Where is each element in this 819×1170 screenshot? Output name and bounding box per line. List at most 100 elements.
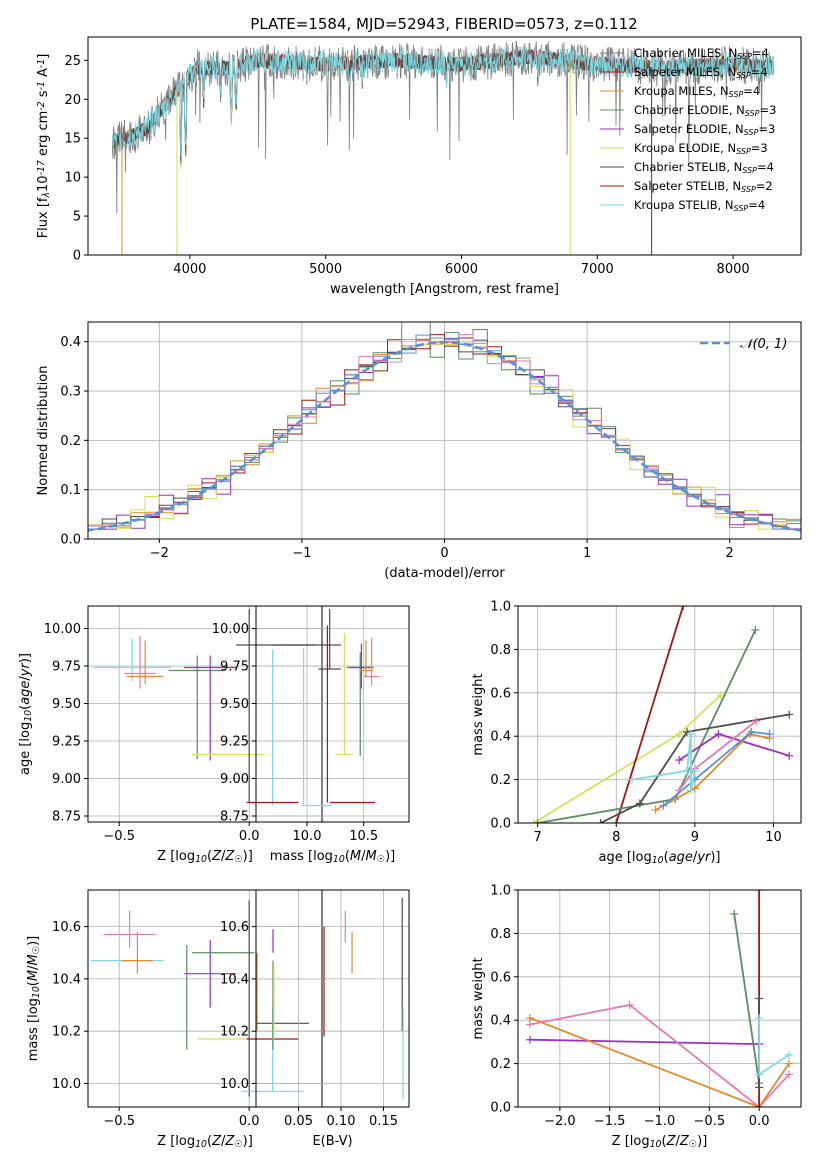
errorbar-point (318, 609, 341, 670)
series-line-salpeter_stelib (615, 606, 684, 823)
x-tick-label: −0.5 (694, 1114, 726, 1129)
series-line-salpeter_elodie (529, 1038, 760, 1045)
x-tick-label: 10.5 (349, 829, 378, 844)
legend-label: Salpeter ELODIE, NSSP=3 (634, 122, 775, 137)
x-tick-label: 1 (583, 546, 591, 561)
x-tick-label: 7000 (581, 262, 614, 277)
series-marker (755, 994, 764, 1003)
y-tick-label: 10.6 (220, 920, 249, 935)
age_vs_Z-axes: −0.5 0.0 8.75 9.00 9.25 9.50 9.75 10.00 Z [log10… (18, 605, 323, 865)
x-tick-label: 0 (440, 546, 448, 561)
y-tick-label: 0.0 (490, 817, 511, 832)
mass_vs_EBV-axes: 0.05 0.10 0.15 10.0 10.2 10.4 10.6 E(B-V) (220, 889, 410, 1149)
y-tick-label: 10.0 (52, 1077, 81, 1092)
spectrum-line-kroupa_stelib (112, 45, 774, 157)
x-axis-label: E(B-V) (312, 1134, 352, 1149)
x-tick-label: −0.5 (103, 1114, 135, 1129)
chart-title: PLATE=1584, MJD=52943, FIBERID=0573, z=0… (250, 15, 637, 33)
residuals-plot (88, 322, 801, 532)
series-marker (755, 1014, 764, 1023)
y-tick-label: 9.00 (52, 772, 81, 787)
series-marker (651, 805, 660, 814)
x-axis-label: Z [log10(Z/Z☉)] (157, 849, 253, 865)
series-marker (785, 751, 794, 760)
y-tick-label: 15 (64, 132, 81, 147)
y-tick-label: 0.4 (60, 335, 81, 350)
mass_weight_vs_Z-axes: −2.0 −1.5 −1.0 −0.5 0.0 0.0 0.2 0.4 0.6 0.8 1.0 Z [… (471, 884, 802, 1150)
errorbar-point (359, 640, 373, 677)
mass_weight_vs_age-plot (529, 606, 794, 823)
y-tick-label: 25 (64, 54, 81, 69)
series-marker (612, 819, 621, 823)
age_vs_Z-frame (87, 605, 323, 823)
y-tick-label: 0.4 (490, 730, 511, 745)
series-marker (686, 730, 695, 739)
y-tick-label: 9.25 (220, 735, 249, 750)
y-tick-label: 0.6 (490, 970, 511, 985)
y-tick-label: 5 (73, 210, 81, 225)
spectrum-frame (87, 36, 802, 256)
mass_vs_Z-frame (87, 889, 323, 1108)
series-marker (747, 727, 756, 736)
errorbar-point (103, 910, 156, 948)
x-axis-label: age [log10(age/yr)] (598, 850, 720, 866)
series-line-pink (529, 1004, 790, 1107)
x-tick-label: 0.10 (327, 1114, 356, 1129)
series-marker (627, 775, 636, 784)
y-tick-label: 10.0 (220, 1077, 249, 1092)
series-marker (675, 730, 684, 739)
y-tick-label: 20 (64, 93, 81, 108)
series-marker (529, 819, 538, 823)
y-tick-label: 10.4 (220, 972, 249, 987)
legend-label: Chabrier MILES, NSSP=4 (634, 46, 769, 61)
x-tick-label: 9 (691, 830, 699, 845)
series-marker (755, 1070, 764, 1079)
y-tick-label: 0.4 (490, 1014, 511, 1029)
series-marker (596, 819, 605, 823)
errorbar-point (363, 637, 380, 686)
mass_vs_EBV-frame (255, 889, 410, 1108)
y-tick-label: 9.75 (52, 660, 81, 675)
series-marker (525, 1014, 534, 1023)
residuals-axes: −2 −1 0 1 2 0.0 0.1 0.2 0.3 0.4 (data-model)/error… (36, 321, 802, 581)
x-tick-label: −1.0 (644, 1114, 676, 1129)
series-marker (714, 730, 723, 739)
x-tick-label: 6000 (445, 262, 478, 277)
errorbar-point (127, 640, 164, 684)
x-axis-label: mass [log10(M/M☉)] (270, 849, 396, 865)
y-tick-label: 8.75 (52, 810, 81, 825)
series-line-kroupa_elodie (533, 694, 722, 823)
y-tick-label: 0.0 (490, 1101, 511, 1116)
errorbar-point (301, 648, 306, 807)
series-line-kroupa_stelib (758, 1018, 790, 1077)
y-tick-label: 0.3 (60, 385, 81, 400)
y-tick-label: 10 (64, 171, 81, 186)
y-tick-label: 1.0 (490, 600, 511, 615)
y-tick-label: 9.00 (220, 772, 249, 787)
series-marker (755, 1083, 764, 1092)
y-tick-label: 0.2 (490, 773, 511, 788)
x-tick-label: 0.0 (239, 829, 260, 844)
mass_weight_vs_age-axes: 7 8 9 10 0.0 0.2 0.4 0.6 0.8 1.0 age [log10(age/yr… (471, 600, 802, 866)
series-marker (525, 1035, 534, 1044)
errorbar-point (121, 931, 153, 974)
y-axis-label: mass [log10(M/M☉)] (26, 936, 42, 1062)
y-axis-label: age [log10(age/yr)] (18, 653, 34, 775)
legend-label: 𝒩(0, 1) (740, 337, 787, 352)
series-marker (659, 801, 668, 810)
x-tick-label: 0.0 (749, 1114, 770, 1129)
series-marker (751, 625, 760, 634)
mass_weight_vs_age-frame (517, 605, 802, 824)
series-marker (755, 1103, 764, 1107)
x-axis-label: Z [log10(Z/Z☉)] (612, 1134, 708, 1150)
y-tick-label: 0.2 (60, 434, 81, 449)
errorbar-point (335, 633, 354, 756)
legend-label: Salpeter MILES, NSSP=4 (634, 65, 768, 80)
series-marker (785, 710, 794, 719)
y-tick-label: 10.2 (52, 1025, 81, 1040)
y-tick-label: 0.0 (60, 533, 81, 548)
x-tick-label: 0.05 (284, 1114, 313, 1129)
y-tick-label: 10.4 (52, 972, 81, 987)
y-tick-label: 0.1 (60, 483, 81, 498)
